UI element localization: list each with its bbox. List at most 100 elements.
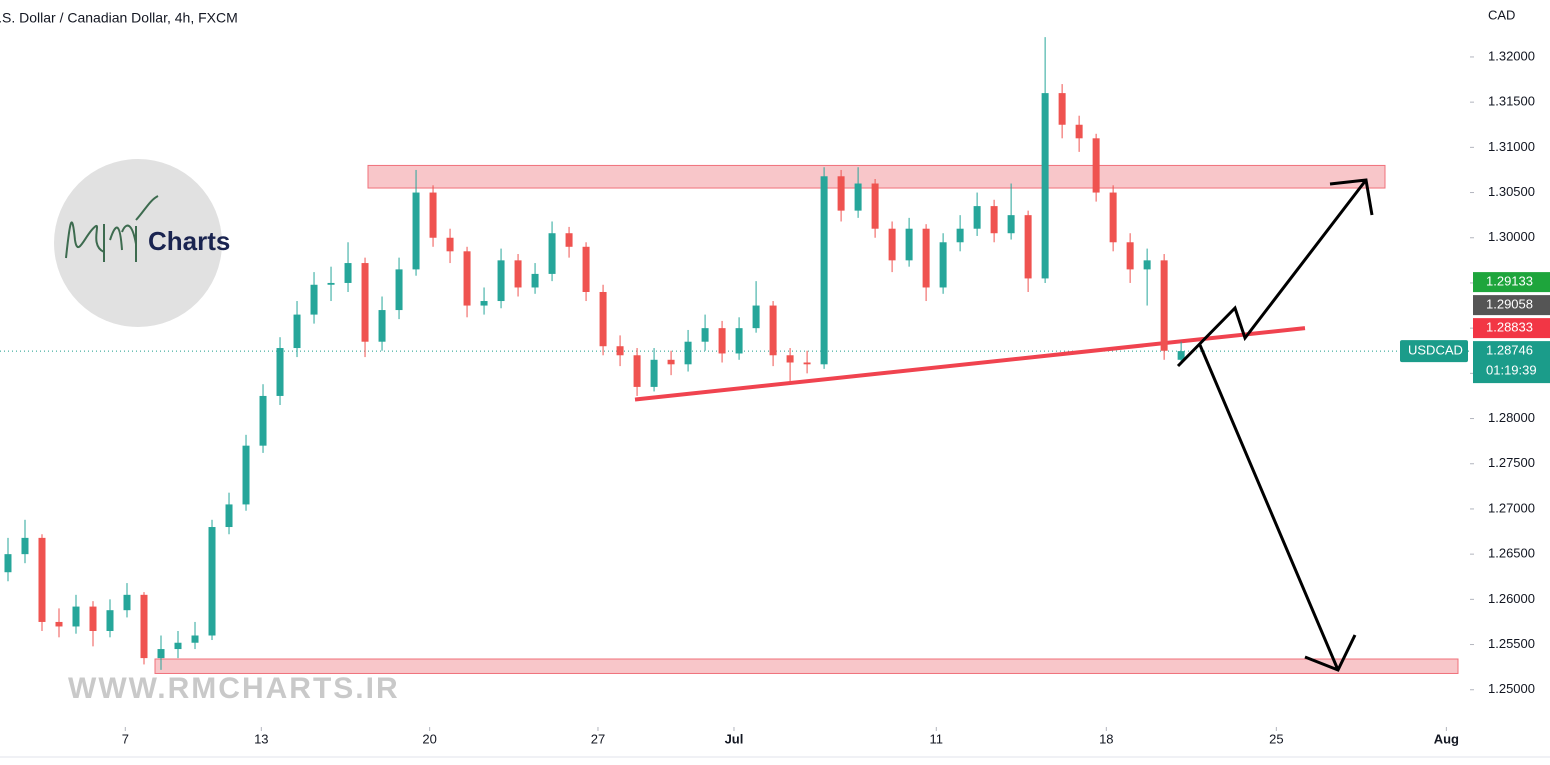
- candle-body: [939, 242, 947, 288]
- candle-body: [378, 310, 386, 342]
- candle-body: [72, 606, 80, 627]
- candle-body: [854, 183, 862, 211]
- candle-body: [293, 314, 301, 349]
- candle-body: [650, 359, 658, 387]
- trendline: [634, 326, 1306, 402]
- candle-body: [922, 228, 930, 288]
- chart-title: U.S. Dollar / Canadian Dollar, 4h, FXCM: [0, 10, 238, 26]
- zone: [154, 658, 1459, 674]
- y-tick-label: 1.32000: [1488, 48, 1535, 63]
- candle-body: [310, 284, 318, 315]
- candle-body: [191, 635, 199, 643]
- candle-body: [361, 263, 369, 342]
- candle-body: [242, 445, 250, 505]
- candle-body: [21, 537, 29, 555]
- x-tick-label: 11: [930, 731, 944, 746]
- candle-body: [140, 594, 148, 659]
- candle-body: [395, 269, 403, 311]
- candle-body: [1109, 192, 1117, 243]
- candle-body: [174, 642, 182, 650]
- x-tick-label: 13: [254, 731, 268, 746]
- candle-body: [701, 328, 709, 342]
- y-tick-label: 1.30500: [1488, 184, 1535, 199]
- candle-body: [1075, 124, 1083, 139]
- y-tick-label: 1.25000: [1488, 681, 1535, 696]
- candle-body: [956, 228, 964, 243]
- symbol-box: [1400, 340, 1468, 363]
- x-tick-label: 25: [1269, 731, 1283, 746]
- candle-body: [1160, 260, 1168, 351]
- candle-body: [1058, 93, 1066, 125]
- candle-body: [582, 246, 590, 292]
- x-tick-label: Jul: [725, 731, 744, 746]
- candle-body: [786, 355, 794, 363]
- candle-body: [1007, 215, 1015, 234]
- candle-body: [803, 362, 811, 365]
- candle-body: [1092, 138, 1100, 193]
- arrow-down: [1198, 344, 1357, 672]
- candle-body: [106, 610, 114, 631]
- y-tick-label: 1.28000: [1488, 410, 1535, 425]
- candle-body: [4, 554, 12, 573]
- candle-body: [905, 228, 913, 261]
- logo-text: Charts: [148, 226, 230, 256]
- candle-body: [820, 176, 828, 365]
- candle-body: [1143, 260, 1151, 270]
- candle-body: [1024, 215, 1032, 279]
- candle-body: [1126, 242, 1134, 270]
- y-tick-label: 1.30000: [1488, 229, 1535, 244]
- candle-body: [718, 328, 726, 354]
- x-tick-label: 7: [122, 731, 129, 746]
- y-tick-label: 1.27000: [1488, 500, 1535, 515]
- price-label-box: [1473, 318, 1550, 339]
- price-label: 1.28833: [1486, 320, 1533, 335]
- candle-body: [888, 228, 896, 261]
- candle-body: [769, 305, 777, 356]
- price-label-box: [1473, 295, 1550, 316]
- scenario-arrows: [1176, 178, 1374, 672]
- candle-body: [327, 282, 335, 285]
- candle-body: [38, 537, 46, 622]
- candle-body: [259, 395, 267, 446]
- candle-body: [208, 527, 216, 636]
- candle-body: [616, 346, 624, 356]
- candle-body: [429, 192, 437, 238]
- x-tick-label: Aug: [1434, 731, 1459, 746]
- candle-body: [871, 183, 879, 229]
- y-tick-label: 1.31500: [1488, 94, 1535, 109]
- arrow-up: [1176, 178, 1374, 368]
- candle-body: [225, 504, 233, 528]
- candle-body: [463, 251, 471, 306]
- candle-body: [752, 305, 760, 329]
- price-label-box: [1473, 272, 1550, 293]
- candle-body: [344, 263, 352, 283]
- symbol-label: USDCAD: [1408, 343, 1463, 358]
- candle-body: [276, 348, 284, 396]
- logo-circle: [54, 159, 222, 327]
- x-tick-label: 20: [422, 731, 436, 746]
- candle-body: [684, 341, 692, 365]
- candle-body: [157, 649, 165, 659]
- candle-body: [599, 291, 607, 347]
- y-tick-label: 1.26500: [1488, 546, 1535, 561]
- y-tick-label: 1.31000: [1488, 139, 1535, 154]
- x-tick-label: 27: [591, 731, 605, 746]
- axis-unit: CAD: [1488, 7, 1515, 22]
- candle-body: [55, 621, 63, 627]
- y-tick-label: 1.25500: [1488, 636, 1535, 651]
- candle-body: [531, 273, 539, 288]
- candle-body: [667, 359, 675, 365]
- price-label: 1.29058: [1486, 297, 1533, 312]
- countdown: 01:19:39: [1486, 363, 1537, 378]
- candle-body: [89, 606, 97, 631]
- candle-body: [548, 233, 556, 274]
- y-tick-label: 1.27500: [1488, 455, 1535, 470]
- price-label-box: [1473, 341, 1550, 384]
- candle-body: [480, 301, 488, 306]
- price-label: 1.28746: [1486, 343, 1533, 358]
- price-label: 1.29133: [1486, 274, 1533, 289]
- candle-body: [973, 206, 981, 229]
